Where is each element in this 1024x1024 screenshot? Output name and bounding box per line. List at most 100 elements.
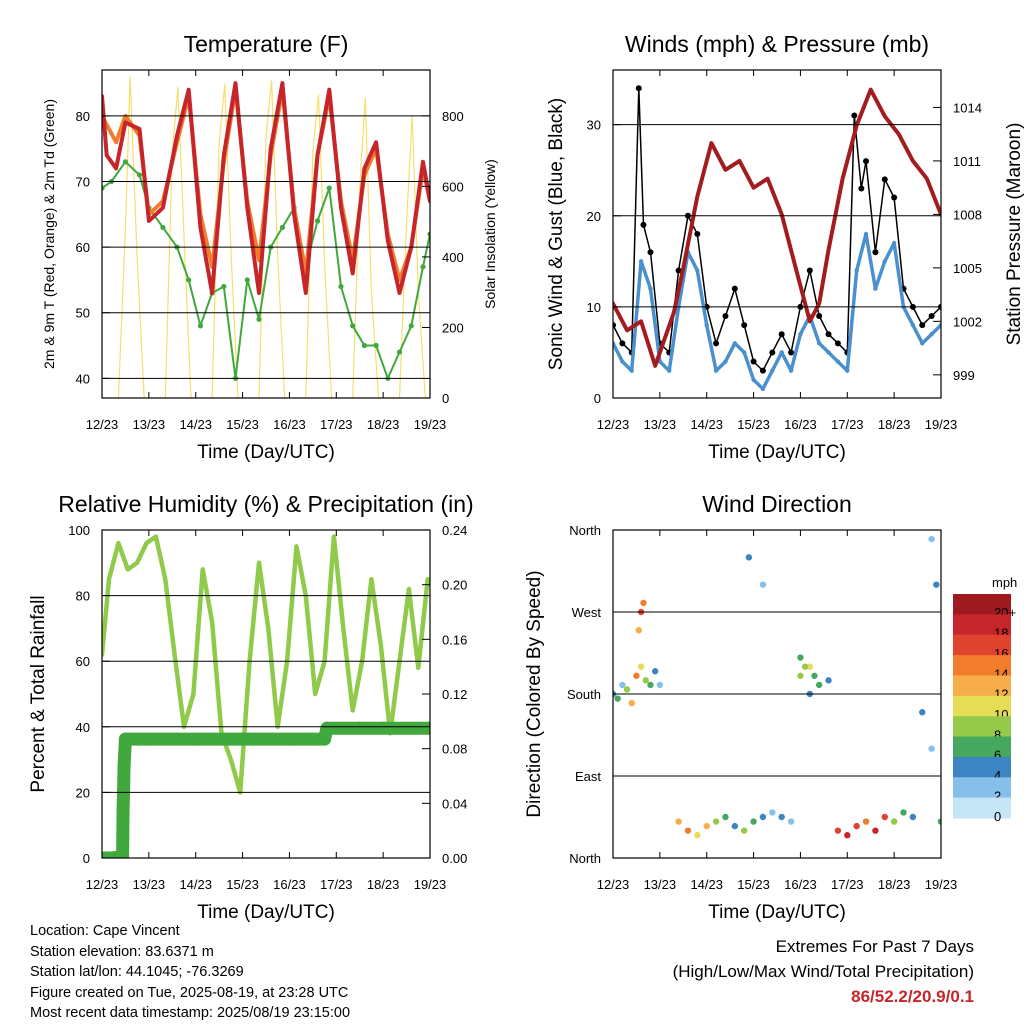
rain-point <box>282 732 296 746</box>
y2-tick-label: 600 <box>442 179 464 194</box>
x-tick-label: 19/23 <box>414 417 447 432</box>
y2-tick-label: 0.00 <box>442 851 467 866</box>
direction-point <box>769 809 776 816</box>
colorbar-swatch <box>953 756 1011 778</box>
y-tick-label: 0 <box>83 851 90 866</box>
x-tick-label: 16/23 <box>273 417 306 432</box>
station-elevation: Station elevation: 83.6371 m <box>30 943 214 960</box>
x-tick-label: 18/23 <box>367 417 400 432</box>
y2-tick-label: 0.12 <box>442 687 467 702</box>
y-tick-label: 50 <box>76 306 90 321</box>
sonic-wind-point <box>891 240 897 246</box>
x-tick-label: 17/23 <box>831 877 864 892</box>
x-tick-label: 15/23 <box>226 417 259 432</box>
y2-tick-label: 1011 <box>953 154 981 169</box>
colorbar-swatch <box>953 655 1011 676</box>
direction-point <box>778 813 785 821</box>
y-tick-label: 100 <box>68 523 90 538</box>
direction-point <box>900 809 907 816</box>
direction-point <box>750 818 757 825</box>
x-tick-label: 13/23 <box>644 417 677 432</box>
plot-area <box>613 535 941 839</box>
rain-point <box>118 732 132 746</box>
rain-point <box>104 851 118 858</box>
direction-point <box>928 745 935 752</box>
x-tick-label: 12/23 <box>86 877 119 892</box>
colorbar-swatch <box>953 695 1011 717</box>
sonic-wind-point <box>620 359 625 364</box>
sonic-wind-point <box>638 259 644 264</box>
rain-point <box>376 721 390 735</box>
extremes-subtitle: (High/Low/Max Wind/Total Precipitation) <box>672 962 974 981</box>
direction-point <box>640 599 647 607</box>
x-tick-label: 19/23 <box>925 877 958 892</box>
panel-3: Relative Humidity (%) & Precipitation (i… <box>28 491 474 923</box>
direction-point <box>834 827 842 834</box>
insolation-line <box>102 76 430 398</box>
plot-frame <box>612 529 942 859</box>
y-tick-label: 20 <box>587 209 601 224</box>
y2-tick-label: 800 <box>442 109 464 124</box>
direction-point <box>909 813 917 821</box>
colorbar-label: 8 <box>994 727 1001 742</box>
y-tick-label: 10 <box>587 300 601 315</box>
direction-point <box>759 813 767 821</box>
x-axis-label: Time (Day/UTC) <box>197 442 335 463</box>
rain-point-group <box>102 721 430 858</box>
rain-point <box>117 783 131 797</box>
y-tick-label: 60 <box>76 654 90 669</box>
chart-title: Temperature (F) <box>184 31 349 57</box>
plot-frame <box>612 69 942 399</box>
direction-point <box>862 818 870 825</box>
colorbar-swatch <box>953 634 1011 656</box>
x-tick-label: 13/23 <box>644 877 677 892</box>
sonic-wind-point <box>770 368 775 373</box>
colorbar-swatch <box>953 716 1011 738</box>
direction-point <box>637 663 645 670</box>
y2-tick-label: 0.24 <box>442 523 467 538</box>
sonic-wind-point <box>882 259 887 264</box>
sonic-wind-point <box>751 377 756 382</box>
x-tick-label: 15/23 <box>737 417 770 432</box>
plot-area <box>102 534 430 858</box>
rain-point <box>116 850 130 858</box>
direction-point <box>844 832 851 839</box>
y2-tick-label: 0.08 <box>442 742 467 757</box>
sonic-wind-point <box>695 268 700 273</box>
y-tick-label: North <box>569 851 601 866</box>
colorbar-swatch <box>953 675 1011 697</box>
colorbar-title: mph <box>992 575 1017 590</box>
sonic-wind-point <box>826 350 831 355</box>
panel-1: Temperature (F) Time (Day/UTC) 12/23 13/23 1… <box>41 31 498 463</box>
direction-point <box>694 832 701 839</box>
sonic-wind-point <box>873 286 878 291</box>
y-tick-label: 40 <box>76 720 90 735</box>
y2-tick-label: 0 <box>442 391 449 406</box>
rain-point <box>353 721 367 735</box>
plot-frame <box>101 529 431 859</box>
y-axis-label: Sonic Wind & Gust (Blue, Black) <box>546 98 567 370</box>
x-tick-label: 18/23 <box>878 877 911 892</box>
sonic-wind-point <box>788 368 794 373</box>
sonic-wind-point <box>742 350 747 355</box>
direction-point <box>656 681 664 689</box>
y2-axis-label: Station Pressure (Maroon) <box>1004 123 1024 346</box>
colorbar-label: 6 <box>994 748 1001 763</box>
direction-point <box>890 818 898 825</box>
direction-point <box>684 827 692 834</box>
direction-point <box>797 672 804 679</box>
sonic-wind-point <box>845 368 850 373</box>
sonic-wind-line <box>613 232 941 391</box>
direction-point <box>647 681 654 689</box>
y2-tick-label: 1008 <box>953 207 982 222</box>
colorbar-label: 4 <box>994 768 1001 783</box>
colorbar-swatch <box>953 614 1011 636</box>
sonic-wind-point <box>713 368 719 373</box>
y-tick-label: West <box>572 605 602 620</box>
direction-point <box>628 699 635 707</box>
y2-axis-label: Solar Insolation (Yellow) <box>482 159 498 309</box>
direction-point <box>722 813 729 821</box>
direction-point <box>825 677 832 684</box>
x-tick-label: 14/23 <box>690 877 723 892</box>
